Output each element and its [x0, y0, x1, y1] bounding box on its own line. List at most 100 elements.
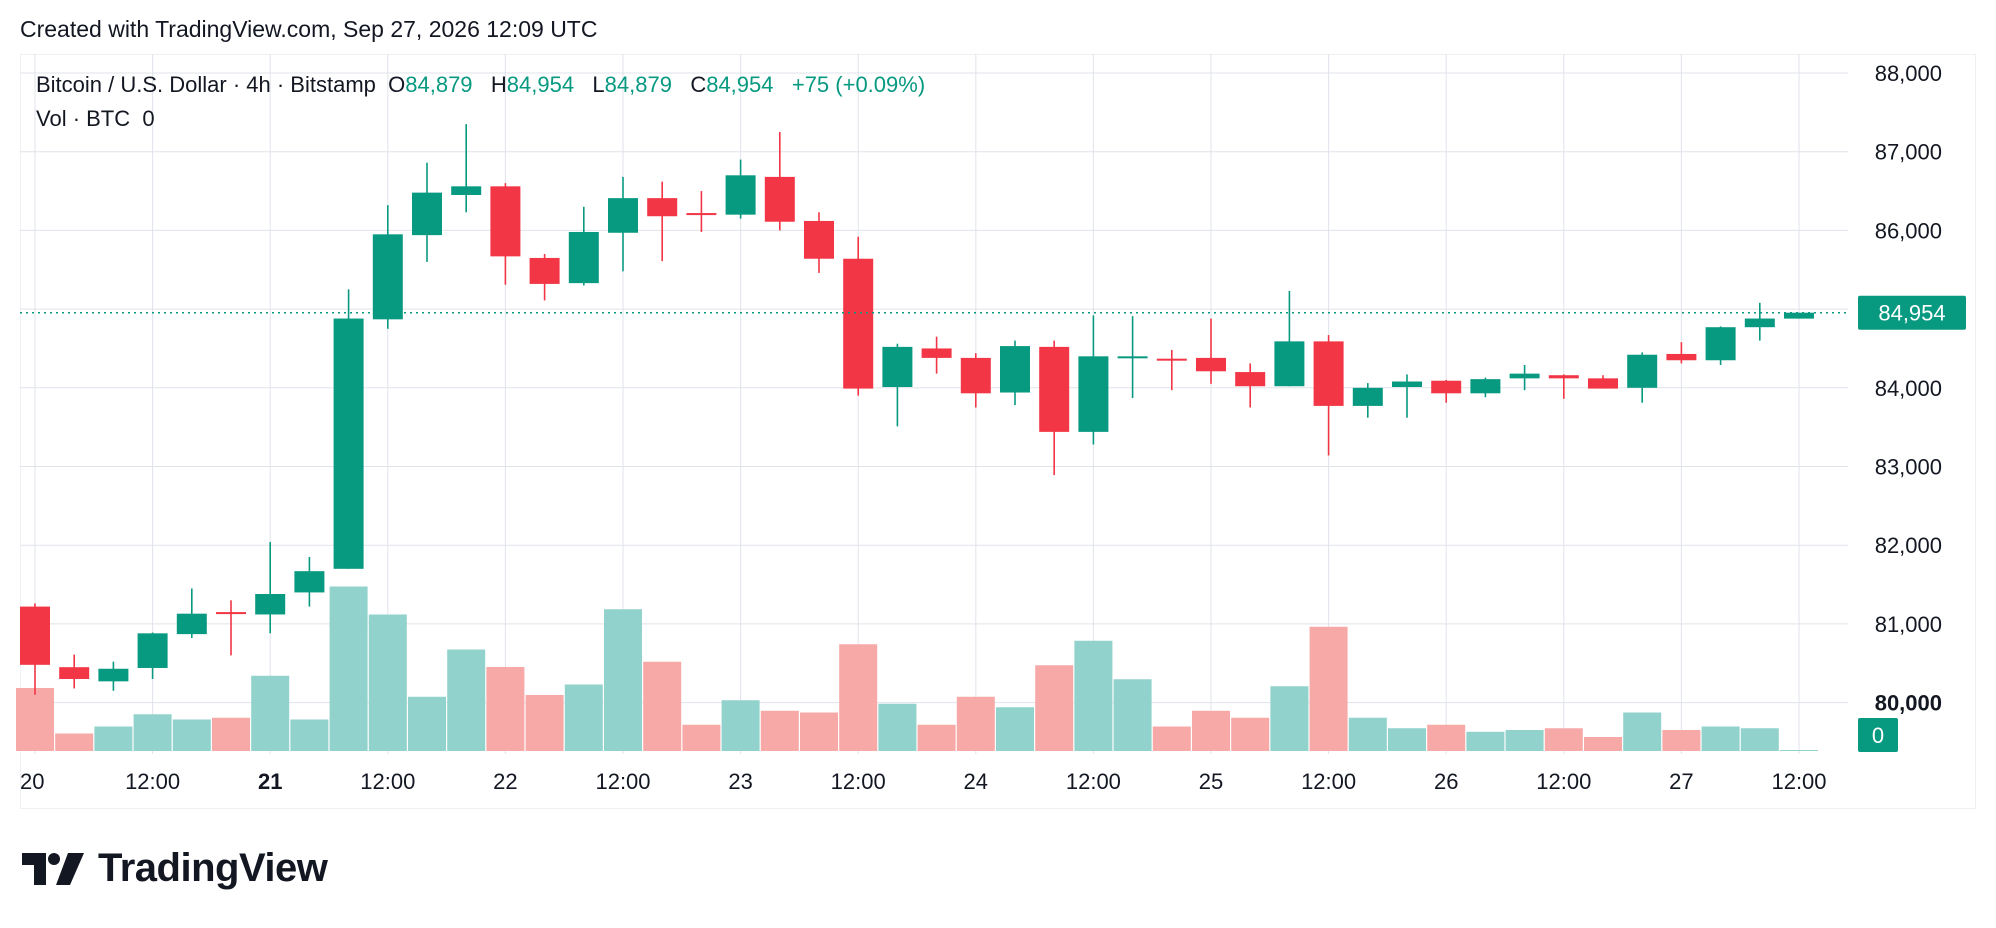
candle: [1548, 374, 1579, 399]
candle: [333, 289, 364, 569]
volume-bar: [1035, 665, 1074, 751]
candle-body: [1078, 356, 1109, 432]
x-tick-label: 12:00: [125, 769, 180, 794]
candle-body: [333, 318, 364, 569]
candle: [1313, 335, 1344, 456]
last-price-tag-label: 84,954: [1878, 301, 1945, 326]
x-tick-label: 12:00: [1771, 769, 1826, 794]
volume-bar: [604, 609, 642, 751]
candle-body: [647, 198, 678, 217]
volume-bar: [917, 724, 956, 751]
candle-body: [1274, 341, 1305, 387]
candle: [804, 212, 834, 273]
candle: [216, 600, 246, 656]
candle: [1392, 374, 1422, 418]
candle-body: [804, 220, 834, 259]
volume-bar: [55, 733, 94, 751]
x-tick-label: 23: [728, 769, 752, 794]
chart-frame: [20, 54, 1976, 809]
high-value: 84,954: [506, 72, 575, 97]
candle: [843, 236, 874, 396]
tradingview-logo[interactable]: TradingView: [22, 846, 328, 891]
y-tick-label: 83,000: [1875, 455, 1942, 480]
volume-bar: [1544, 728, 1583, 751]
candle-body: [568, 231, 599, 284]
candle: [1274, 290, 1305, 387]
x-tick-label: 26: [1434, 769, 1458, 794]
candle: [1352, 383, 1383, 418]
candle-body: [1000, 346, 1030, 393]
volume-value: 0: [142, 106, 155, 131]
volume-bar: [290, 719, 329, 751]
volume-bar: [368, 614, 407, 751]
chart-grid: [20, 54, 1848, 754]
candle: [1705, 326, 1736, 365]
x-tick-label: 12:00: [1066, 769, 1121, 794]
volume-bar: [721, 700, 760, 751]
candle-body: [1666, 353, 1697, 361]
candle-body: [59, 667, 90, 679]
candle: [529, 254, 560, 301]
price-axis: 88,00087,00086,00085,00084,00083,00082,0…: [1875, 61, 1942, 716]
high-label: H: [490, 72, 507, 97]
candle-body: [1156, 358, 1187, 361]
volume-bar: [1348, 717, 1387, 751]
candle-body: [20, 606, 50, 665]
y-tick-label: 84,000: [1875, 376, 1942, 401]
candle-body: [1705, 327, 1736, 361]
candle: [1744, 302, 1775, 341]
candle: [176, 588, 207, 639]
created-with-text: Created with TradingView.com, Sep 27, 20…: [20, 16, 598, 42]
candle-body: [255, 593, 286, 615]
candle-body: [1470, 379, 1501, 394]
volume-bar: [408, 696, 446, 751]
candle: [1156, 350, 1187, 391]
candle: [725, 159, 756, 219]
candle: [451, 124, 482, 213]
change-value: +75 (+0.09%): [791, 72, 926, 97]
candle: [59, 654, 90, 689]
volume-bar: [1701, 726, 1740, 751]
candle: [764, 132, 795, 231]
ohlc-legend: Bitcoin / U.S. Dollar · 4h · Bitstamp O8…: [36, 72, 925, 98]
y-tick-label: 81,000: [1875, 612, 1942, 637]
volume-bar: [1584, 737, 1622, 751]
volume-bar: [760, 710, 799, 751]
candle-body: [764, 176, 795, 222]
volume-bar: [839, 644, 878, 751]
volume-tag: 0: [1858, 718, 1898, 752]
volume-bar: [1427, 724, 1466, 751]
candle: [294, 557, 325, 607]
x-tick-label: 12:00: [1536, 769, 1591, 794]
candle-body: [1313, 341, 1344, 406]
volume-bar: [996, 707, 1034, 751]
candle: [20, 603, 50, 695]
x-tick-label: 12:00: [1301, 769, 1356, 794]
candle: [1588, 375, 1618, 389]
close-label: C: [690, 72, 707, 97]
candle: [608, 176, 638, 272]
candle: [1235, 363, 1266, 408]
candle: [1509, 364, 1540, 391]
volume-bar: [1740, 728, 1779, 751]
volume-bar: [212, 717, 250, 751]
x-tick-label: 25: [1199, 769, 1223, 794]
candle: [1117, 316, 1148, 399]
low-label: L: [592, 72, 605, 97]
candle-body: [1509, 373, 1540, 379]
candle: [1784, 312, 1814, 319]
volume-bar: [1662, 730, 1701, 751]
volume-bar: [1780, 750, 1818, 751]
candle: [1666, 342, 1697, 364]
candle-body: [882, 346, 913, 388]
candle: [882, 343, 913, 427]
volume-bar: [878, 703, 917, 751]
candle-body: [1627, 354, 1658, 388]
volume-tag-label: 0: [1872, 723, 1884, 748]
volume-bar: [564, 684, 603, 751]
low-value: 84,879: [604, 72, 672, 97]
candle-body: [1235, 372, 1266, 387]
candle: [255, 542, 286, 634]
candle: [1627, 352, 1658, 403]
